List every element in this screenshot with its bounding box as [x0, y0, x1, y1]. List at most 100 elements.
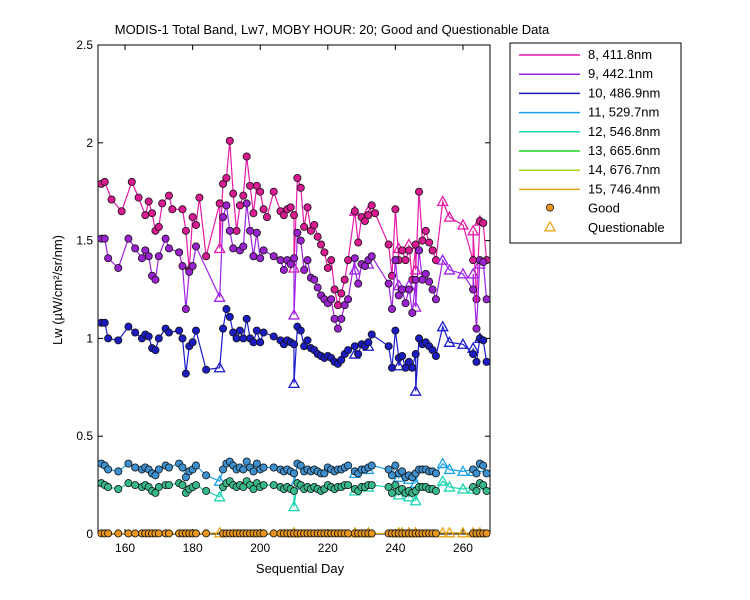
good-marker [293, 228, 302, 237]
good-marker [418, 236, 427, 245]
questionable-marker [392, 470, 405, 482]
chart-title: MODIS-1 Total Band, Lw7, MOBY HOUR: 20; … [115, 22, 550, 37]
questionable-marker [287, 308, 301, 320]
legend-entry: 10, 486.9nm [588, 85, 660, 100]
good-marker [158, 199, 167, 208]
good-marker [259, 205, 268, 214]
good-marker [148, 209, 157, 218]
legend-entry: 14, 676.7nm [588, 162, 660, 177]
good-marker [164, 463, 173, 472]
good-marker [225, 226, 234, 235]
good-marker [144, 332, 153, 341]
good-marker [344, 295, 353, 304]
good-marker [333, 324, 342, 333]
questionable-marker [287, 500, 301, 512]
good-marker [191, 461, 200, 470]
good-marker [408, 308, 417, 317]
good-marker [313, 232, 322, 241]
good-marker [222, 201, 231, 210]
x-tick-label: 160 [115, 541, 135, 555]
good-marker [344, 256, 353, 265]
good-marker [303, 256, 312, 265]
good-marker [367, 252, 376, 261]
good-marker [249, 209, 258, 218]
good-marker [107, 195, 116, 204]
y-axis-label: Lw (µW/cm²/sr/nm) [50, 235, 65, 345]
legend-good-marker [546, 203, 555, 212]
good-marker [310, 220, 319, 229]
good-marker [384, 465, 393, 474]
good-marker [141, 246, 150, 255]
good-marker [100, 234, 109, 243]
questionable-marker [443, 480, 456, 492]
good-marker [124, 322, 133, 331]
good-marker [124, 459, 133, 468]
good-marker [344, 529, 353, 538]
good-marker [259, 529, 268, 538]
good-marker [431, 352, 440, 361]
good-marker [185, 267, 194, 276]
good-marker [306, 226, 315, 235]
x-tick-label: 200 [250, 541, 270, 555]
good-marker [354, 350, 363, 359]
good-marker [154, 483, 163, 492]
good-marker [144, 252, 153, 261]
good-marker [411, 275, 420, 284]
good-marker [320, 469, 329, 478]
good-marker [131, 244, 140, 253]
good-marker [222, 174, 231, 183]
questionable-marker [456, 218, 470, 230]
good-marker [252, 181, 261, 190]
legend-questionable-label: Questionable [588, 220, 665, 235]
good-marker [431, 486, 440, 495]
good-marker [300, 265, 309, 274]
good-marker [178, 463, 187, 472]
good-marker [354, 238, 363, 247]
good-marker [384, 240, 393, 249]
good-marker [188, 213, 197, 222]
good-marker [232, 334, 241, 343]
good-marker [164, 481, 173, 490]
good-marker [401, 256, 410, 265]
good-marker [164, 529, 173, 538]
good-marker [239, 334, 248, 343]
good-marker [181, 369, 190, 378]
good-marker [259, 481, 268, 490]
good-marker [415, 246, 424, 255]
good-marker [269, 187, 278, 196]
good-marker [154, 252, 163, 261]
good-marker [131, 529, 140, 538]
good-marker [269, 529, 278, 538]
good-marker [391, 481, 400, 490]
good-marker [249, 338, 258, 347]
good-marker [428, 246, 437, 255]
y-tick-label: 0 [86, 527, 93, 541]
good-marker [151, 275, 160, 284]
good-marker [391, 205, 400, 214]
good-marker [337, 314, 346, 323]
good-marker [340, 301, 349, 310]
good-marker [364, 211, 373, 220]
good-marker [151, 488, 160, 497]
good-marker [371, 209, 380, 218]
x-axis-label: Sequential Day [256, 561, 345, 576]
good-marker [479, 258, 488, 267]
good-marker [141, 211, 150, 220]
good-marker [367, 529, 376, 538]
good-marker [425, 277, 434, 286]
good-marker [262, 213, 271, 222]
x-tick-label: 240 [385, 541, 405, 555]
good-marker [404, 246, 413, 255]
questionable-marker [409, 384, 422, 396]
good-marker [188, 338, 197, 347]
good-marker [289, 486, 298, 495]
y-tick-label: 2 [86, 136, 93, 150]
good-marker [134, 193, 143, 202]
good-marker [330, 285, 339, 294]
good-marker [202, 529, 211, 538]
good-marker [289, 254, 298, 263]
questionable-marker [213, 290, 226, 302]
good-marker [242, 314, 251, 323]
good-marker [127, 177, 136, 186]
y-tick-label: 0.5 [76, 429, 93, 443]
